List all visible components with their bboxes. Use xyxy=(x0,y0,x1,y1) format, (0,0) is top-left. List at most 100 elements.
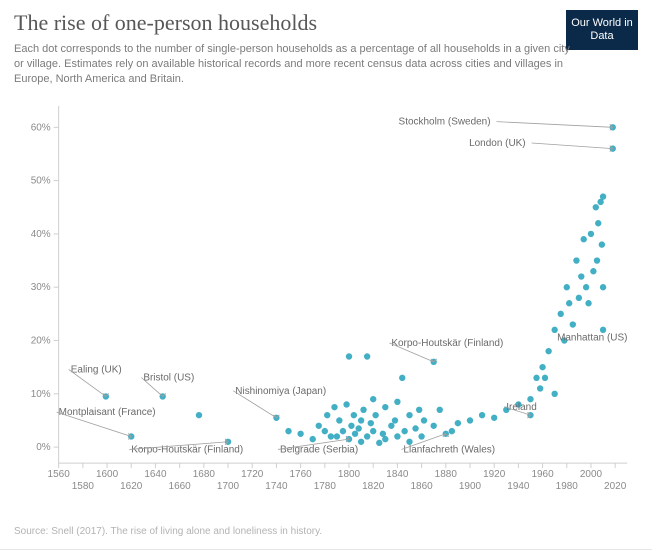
data-point xyxy=(449,428,455,434)
chart-svg: 0%10%20%30%40%50%60%15601580160016201640… xyxy=(14,100,638,507)
svg-text:1700: 1700 xyxy=(217,481,240,492)
data-point xyxy=(581,236,587,242)
data-point xyxy=(566,300,572,306)
svg-text:1880: 1880 xyxy=(435,469,458,480)
data-point xyxy=(324,412,330,418)
data-point xyxy=(336,417,342,423)
annotation-label: Montplaisant (France) xyxy=(59,407,156,418)
annotation-label: Bristol (US) xyxy=(143,372,194,383)
data-point xyxy=(297,431,303,437)
data-point xyxy=(537,385,543,391)
svg-text:1900: 1900 xyxy=(459,481,482,492)
data-point xyxy=(364,353,370,359)
data-point xyxy=(593,204,599,210)
data-point xyxy=(416,407,422,413)
data-point xyxy=(578,273,584,279)
data-point xyxy=(372,412,378,418)
annotation-label: Korpo-Houtskär (Finland) xyxy=(131,444,243,455)
svg-text:1860: 1860 xyxy=(411,481,434,492)
svg-text:2000: 2000 xyxy=(580,469,603,480)
svg-text:1820: 1820 xyxy=(362,481,385,492)
data-point xyxy=(376,440,382,446)
data-point xyxy=(394,433,400,439)
data-point xyxy=(421,417,427,423)
data-point xyxy=(539,364,545,370)
svg-text:10%: 10% xyxy=(31,389,51,400)
svg-text:1920: 1920 xyxy=(483,469,506,480)
svg-text:0%: 0% xyxy=(36,442,51,453)
svg-text:1600: 1600 xyxy=(96,469,119,480)
data-point xyxy=(388,423,394,429)
data-point xyxy=(382,404,388,410)
chart-subtitle: Each dot corresponds to the number of si… xyxy=(14,42,574,87)
data-point xyxy=(588,231,594,237)
data-point xyxy=(576,295,582,301)
annotation-label: Manhattan (US) xyxy=(557,333,627,344)
data-point xyxy=(348,423,354,429)
data-point xyxy=(551,391,557,397)
data-point xyxy=(437,407,443,413)
data-point xyxy=(360,407,366,413)
data-point xyxy=(533,375,539,381)
svg-text:1780: 1780 xyxy=(314,481,337,492)
svg-text:1800: 1800 xyxy=(338,469,361,480)
annotation-label: Llanfachreth (Wales) xyxy=(403,444,495,455)
data-point xyxy=(328,433,334,439)
svg-text:1720: 1720 xyxy=(241,469,264,480)
svg-text:1560: 1560 xyxy=(48,469,71,480)
svg-text:1620: 1620 xyxy=(120,481,143,492)
data-point xyxy=(355,425,361,431)
svg-text:1840: 1840 xyxy=(386,469,409,480)
data-point xyxy=(358,417,364,423)
data-point xyxy=(334,433,340,439)
data-point xyxy=(467,417,473,423)
data-point xyxy=(542,375,548,381)
data-point xyxy=(590,268,596,274)
data-point xyxy=(418,433,424,439)
data-point xyxy=(600,193,606,199)
data-point xyxy=(558,311,564,317)
svg-text:60%: 60% xyxy=(31,122,51,133)
data-point xyxy=(364,433,370,439)
data-point xyxy=(573,257,579,263)
annotation-label: Stockholm (Sweden) xyxy=(399,117,491,128)
data-point xyxy=(594,257,600,263)
svg-text:40%: 40% xyxy=(31,229,51,240)
data-point xyxy=(406,412,412,418)
annotation-label: Nishinomiya (Japan) xyxy=(235,386,326,397)
annotation-label: Belgrade (Serbia) xyxy=(280,444,358,455)
data-point xyxy=(316,423,322,429)
source-footer: Source: Snell (2017). The rise of living… xyxy=(14,526,322,537)
data-point xyxy=(570,321,576,327)
data-point xyxy=(351,412,357,418)
data-point xyxy=(455,420,461,426)
data-point xyxy=(431,423,437,429)
data-point xyxy=(479,412,485,418)
data-point xyxy=(370,428,376,434)
annotation-label: Ireland xyxy=(506,402,536,413)
data-point xyxy=(352,431,358,437)
chart-card: Our World in Data The rise of one-person… xyxy=(0,0,652,550)
svg-text:1960: 1960 xyxy=(531,469,554,480)
data-point xyxy=(401,428,407,434)
data-point xyxy=(340,428,346,434)
data-point xyxy=(368,420,374,426)
svg-text:1760: 1760 xyxy=(290,469,313,480)
svg-text:1660: 1660 xyxy=(169,481,192,492)
data-point xyxy=(585,300,591,306)
svg-text:1640: 1640 xyxy=(144,469,167,480)
data-point xyxy=(285,428,291,434)
data-point xyxy=(583,284,589,290)
data-point xyxy=(545,348,551,354)
data-point xyxy=(370,396,376,402)
chart-header: The rise of one-person households Each d… xyxy=(14,10,638,87)
chart-title: The rise of one-person households xyxy=(14,10,638,36)
data-point xyxy=(595,220,601,226)
data-point xyxy=(392,417,398,423)
svg-text:1740: 1740 xyxy=(265,481,288,492)
svg-text:1580: 1580 xyxy=(72,481,95,492)
svg-text:1680: 1680 xyxy=(193,469,216,480)
data-point xyxy=(491,415,497,421)
svg-text:30%: 30% xyxy=(31,282,51,293)
data-point xyxy=(600,284,606,290)
